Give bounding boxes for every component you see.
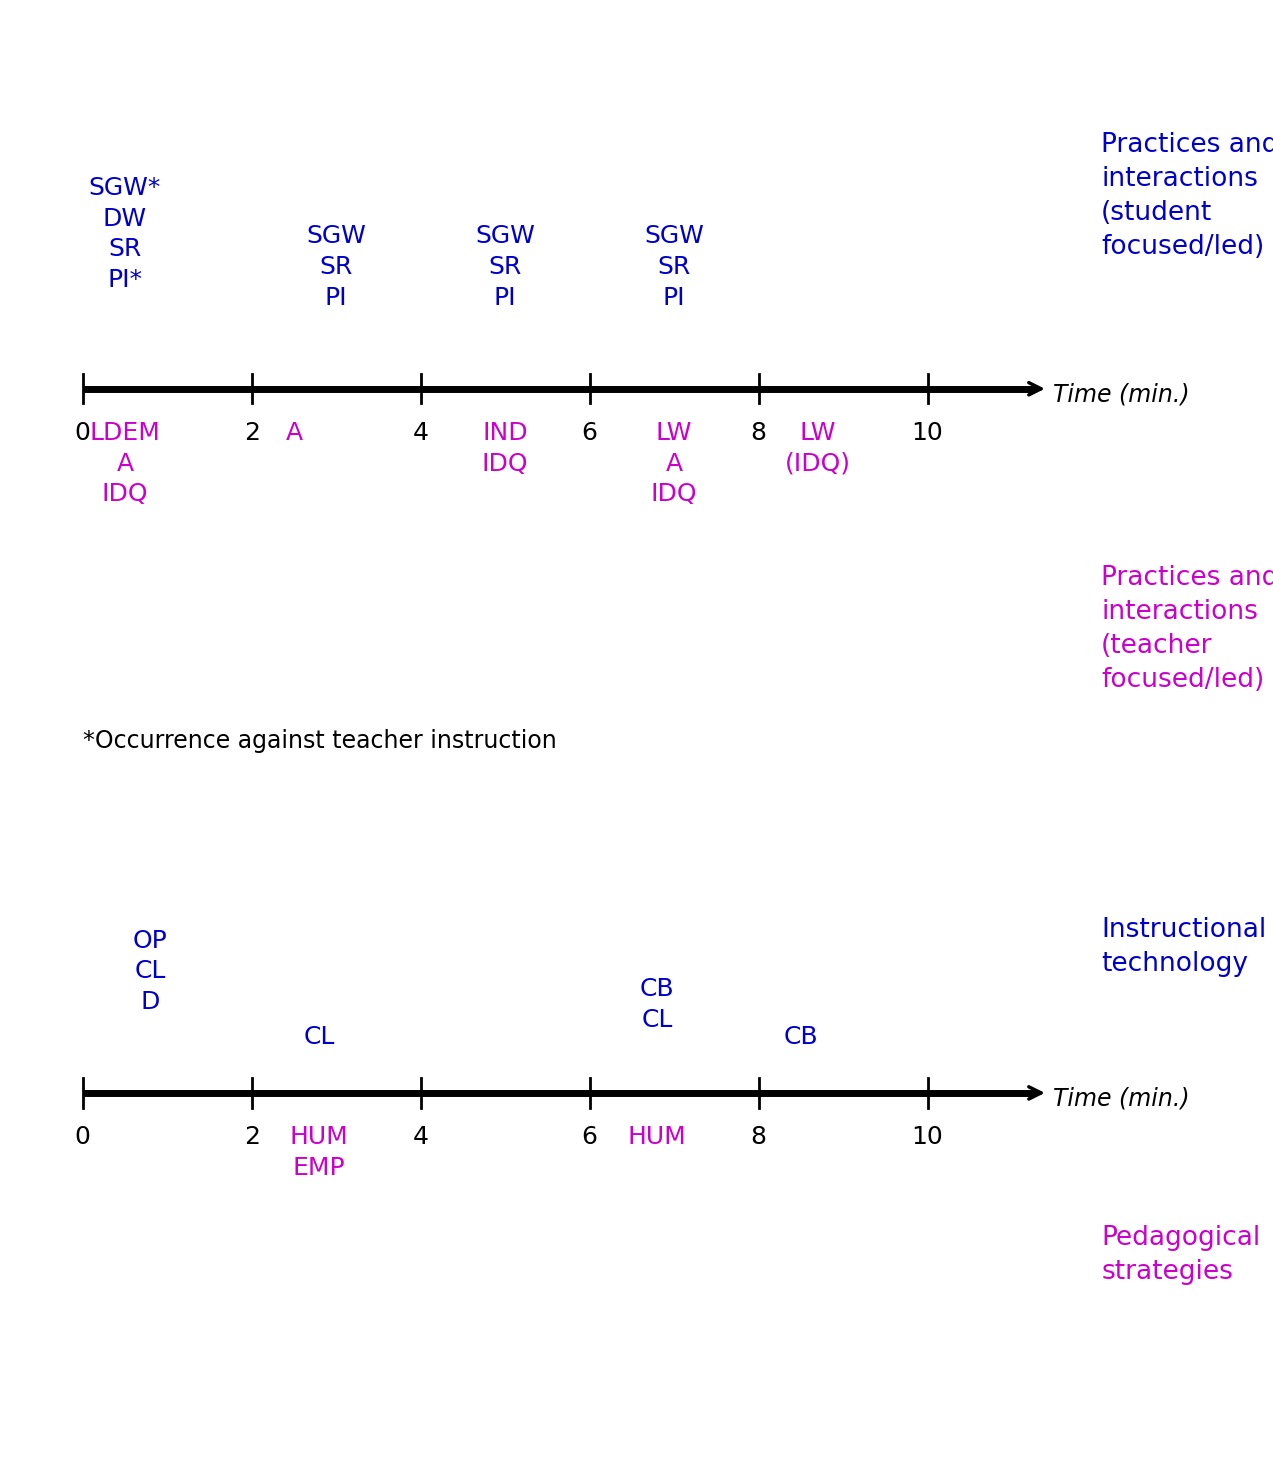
Text: Time (min.): Time (min.)	[1053, 383, 1189, 406]
Text: Practices and
interactions
(student
focused/led): Practices and interactions (student focu…	[1101, 132, 1273, 260]
Text: 10: 10	[911, 421, 943, 445]
Text: Practices and
interactions
(teacher
focused/led): Practices and interactions (teacher focu…	[1101, 565, 1273, 692]
Text: LDEM
A
IDQ: LDEM A IDQ	[89, 421, 160, 506]
Text: OP
CL
D: OP CL D	[132, 929, 168, 1014]
Text: IND
IDQ: IND IDQ	[482, 421, 528, 475]
Text: SGW*
DW
SR
PI*: SGW* DW SR PI*	[89, 176, 162, 292]
Text: LW
(IDQ): LW (IDQ)	[784, 421, 850, 475]
Text: SGW
SR
PI: SGW SR PI	[644, 224, 704, 310]
Text: 4: 4	[412, 421, 429, 445]
Text: 6: 6	[582, 421, 597, 445]
Text: HUM
EMP: HUM EMP	[290, 1125, 349, 1179]
Text: 0: 0	[75, 1125, 90, 1149]
Text: 8: 8	[751, 421, 766, 445]
Text: A: A	[285, 421, 303, 445]
Text: CL: CL	[303, 1025, 335, 1049]
Text: Time (min.): Time (min.)	[1053, 1087, 1189, 1111]
Text: Instructional
technology: Instructional technology	[1101, 917, 1267, 977]
Text: CB: CB	[783, 1025, 819, 1049]
Text: 6: 6	[582, 1125, 597, 1149]
Text: 2: 2	[243, 421, 260, 445]
Text: *Occurrence against teacher instruction: *Occurrence against teacher instruction	[83, 729, 556, 753]
Text: SGW
SR
PI: SGW SR PI	[307, 224, 367, 310]
Text: Pedagogical
strategies: Pedagogical strategies	[1101, 1225, 1260, 1285]
Text: 10: 10	[911, 1125, 943, 1149]
Text: HUM: HUM	[628, 1125, 686, 1149]
Text: LW
A
IDQ: LW A IDQ	[651, 421, 698, 506]
Text: CB
CL: CB CL	[640, 977, 675, 1031]
Text: 4: 4	[412, 1125, 429, 1149]
Text: 0: 0	[75, 421, 90, 445]
Text: SGW
SR
PI: SGW SR PI	[475, 224, 535, 310]
Text: 2: 2	[243, 1125, 260, 1149]
Text: 8: 8	[751, 1125, 766, 1149]
